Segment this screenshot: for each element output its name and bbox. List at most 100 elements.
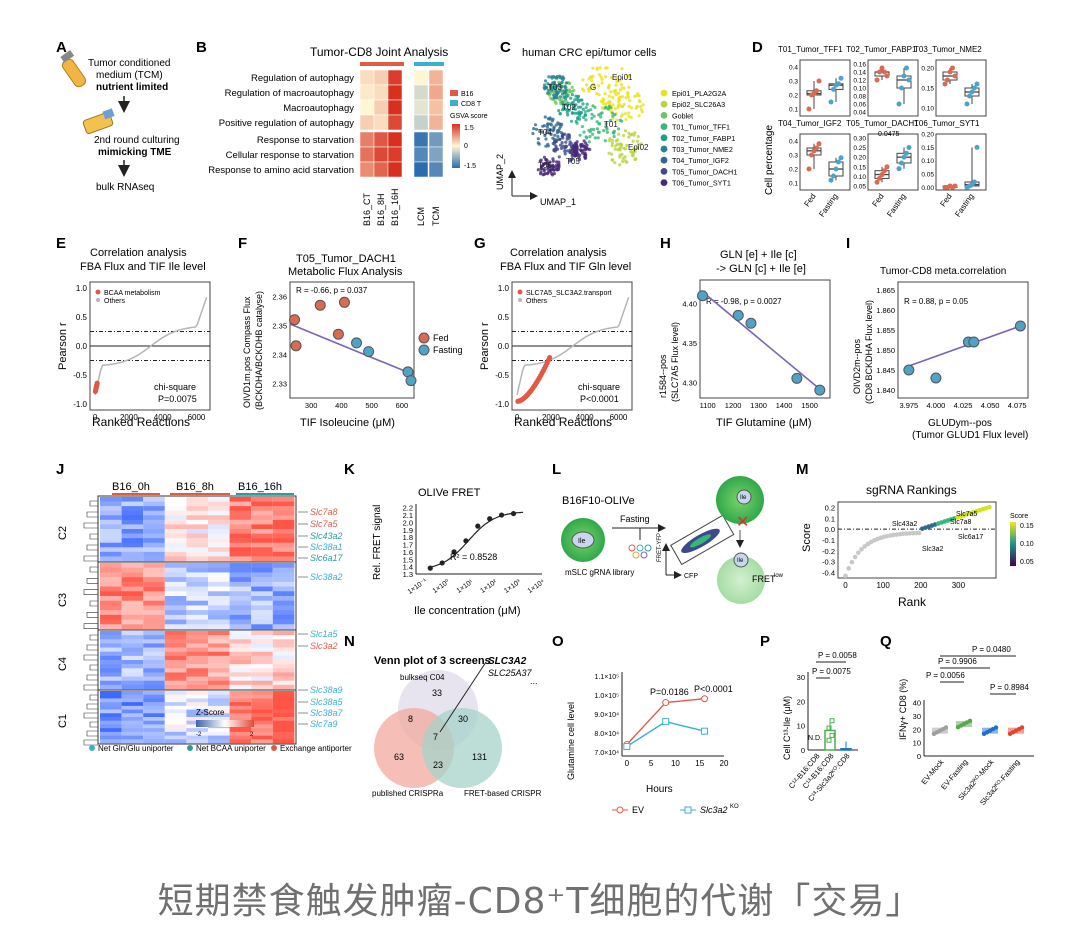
umap-cell <box>612 131 616 135</box>
glutamine-line-plot: 1.1×10⁵ 1.0×10⁵ 9.0×10⁴ 8.0×10⁴ 7.0×10⁴ 0 5 10 1… <box>594 672 729 768</box>
umap-cell <box>555 167 559 171</box>
data-point <box>363 346 375 358</box>
heatmap-cell <box>164 542 187 548</box>
y-tick: 0.16 <box>853 62 866 69</box>
dendrogram-branch <box>89 566 98 573</box>
data-point <box>879 172 885 178</box>
umap-cell <box>550 88 554 92</box>
umap-cell <box>598 122 602 126</box>
heatmap-cell <box>251 605 273 611</box>
heatmap-cell <box>229 698 252 703</box>
heatmap-cell <box>121 581 144 587</box>
svg-text:Slc6a17: Slc6a17 <box>958 534 983 541</box>
heatmap-cell <box>143 519 165 525</box>
heatmap-cell <box>208 735 230 740</box>
heatmap-cell <box>413 99 429 116</box>
umap-cell <box>588 130 592 134</box>
dendrogram-branch <box>86 674 98 681</box>
heatmap-cell <box>100 614 122 620</box>
svg-text:Ile concentration (μM): Ile concentration (μM) <box>414 605 521 617</box>
heatmap-cell <box>143 515 165 521</box>
svg-text:chi-square: chi-square <box>154 382 196 392</box>
svg-text:Tumor conditioned: Tumor conditioned <box>88 58 170 69</box>
x-tick: 1×10¹ <box>456 578 475 594</box>
umap-cell <box>618 79 622 83</box>
heatmap-cell <box>229 577 252 583</box>
heatmap-cell <box>164 524 187 530</box>
svg-text:high: high <box>785 477 796 483</box>
y-tick: 2.1 <box>403 511 413 520</box>
svg-text:P<0.0001: P<0.0001 <box>694 684 733 694</box>
umap-cell <box>617 146 622 150</box>
heatmap-cell <box>208 672 230 677</box>
svg-text:23: 23 <box>433 760 443 770</box>
umap-cell <box>609 105 613 110</box>
heatmap-cell <box>208 664 230 669</box>
heatmap-cell <box>164 676 187 682</box>
heatmap-cell <box>208 515 230 521</box>
heatmap-cell <box>164 664 187 669</box>
heatmap-cell <box>186 655 208 661</box>
heatmap-cell <box>208 702 230 707</box>
heatmap-cell <box>100 655 122 661</box>
data-point <box>896 166 902 172</box>
heatmap-cell <box>143 614 165 620</box>
y-tick: 0.4 <box>789 139 798 146</box>
data-point <box>829 732 835 738</box>
umap-cell <box>596 136 600 140</box>
heatmap-cell <box>164 551 187 557</box>
dendrogram-branch <box>83 654 98 661</box>
umap-cell <box>623 112 628 116</box>
umap-cell <box>558 89 562 93</box>
heatmap-cell <box>229 651 252 657</box>
heatmap-cell <box>100 586 122 592</box>
heatmap-cell <box>229 529 252 534</box>
umap-cell <box>580 125 585 129</box>
umap-cell <box>557 155 561 159</box>
data-point <box>838 155 844 161</box>
heatmap-cell <box>121 506 144 512</box>
heatmap-cell <box>186 705 208 710</box>
heatmap-cell <box>100 581 122 587</box>
svg-text:N.D.: N.D. <box>808 735 822 742</box>
y-tick: 0.10 <box>921 106 934 113</box>
subplot-title: T02_Tumor_FABP1 <box>846 45 917 54</box>
cluster-label: T03 <box>548 83 562 92</box>
heatmap-cell <box>251 698 273 703</box>
heatmap-cell <box>251 591 273 597</box>
umap-cell <box>569 119 574 123</box>
data-point <box>806 106 812 112</box>
heatmap-cell <box>208 705 230 710</box>
umap-cell <box>585 143 589 147</box>
umap-cell <box>545 125 550 129</box>
umap-cell <box>591 66 595 70</box>
data-point <box>974 144 980 150</box>
svg-text:30: 30 <box>458 714 468 724</box>
heatmap-cell <box>272 556 295 562</box>
svg-text:chi-square: chi-square <box>578 382 620 392</box>
y-tick: -0.2 <box>822 547 835 556</box>
y-tick: 0.25 <box>853 145 866 152</box>
legend-swatch <box>660 123 668 130</box>
heatmap-cell <box>272 739 295 744</box>
x-tick: 4.025 <box>954 401 973 410</box>
y-tick: 40 <box>913 699 921 708</box>
umap-cell <box>573 148 577 152</box>
heatmap-cell <box>208 643 230 648</box>
umap-cell <box>570 101 574 105</box>
heatmap-cell <box>143 506 165 512</box>
heatmap-cell <box>251 556 273 562</box>
heatmap-cell <box>373 131 389 148</box>
heatmap-cell <box>164 647 187 653</box>
heatmap-cell <box>251 510 273 516</box>
y-tick: 2.36 <box>272 293 287 302</box>
heatmap-cell <box>229 676 252 682</box>
heatmap-cell <box>208 691 230 696</box>
heatmap-cell <box>272 519 295 525</box>
data-point <box>662 718 670 726</box>
heatmap-cell <box>272 668 295 673</box>
y-tick: 0.08 <box>853 94 866 101</box>
heatmap-cell <box>251 664 273 669</box>
heatmap-cell <box>164 591 187 597</box>
y-tick: 0.20 <box>853 155 866 162</box>
